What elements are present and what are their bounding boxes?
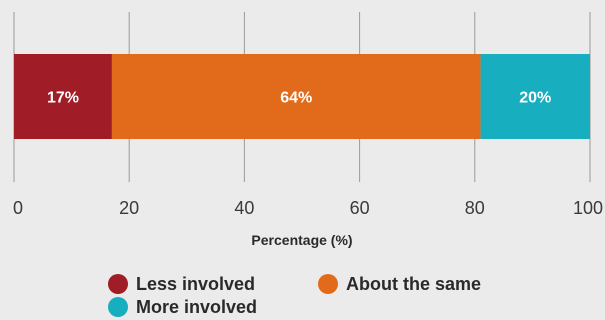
bar-segment	[14, 54, 112, 139]
data-label: 17%	[47, 90, 79, 107]
x-tick-label: 60	[350, 198, 370, 218]
legend: Less involved About the same More involved	[108, 274, 481, 317]
x-tick-label: 0	[13, 198, 23, 218]
legend-swatch	[108, 297, 128, 317]
x-tick-label: 80	[465, 198, 485, 218]
legend-swatch	[108, 274, 128, 294]
x-tick-label: 40	[234, 198, 254, 218]
legend-swatch	[318, 274, 338, 294]
bar-segment	[480, 54, 590, 139]
x-axis-title: Percentage (%)	[251, 232, 352, 248]
bar-segments	[14, 54, 590, 139]
data-label: 20%	[519, 90, 551, 107]
x-tick-label: 20	[119, 198, 139, 218]
legend-label: More involved	[136, 297, 257, 317]
x-tick-labels: 0 20 40 60 80 100	[13, 198, 603, 218]
data-labels: 17% 64% 20%	[47, 90, 551, 107]
legend-label: About the same	[346, 274, 481, 294]
x-tick-label: 100	[573, 198, 603, 218]
legend-label: Less involved	[136, 274, 255, 294]
data-label: 64%	[280, 90, 312, 107]
bar-segment	[111, 54, 481, 139]
